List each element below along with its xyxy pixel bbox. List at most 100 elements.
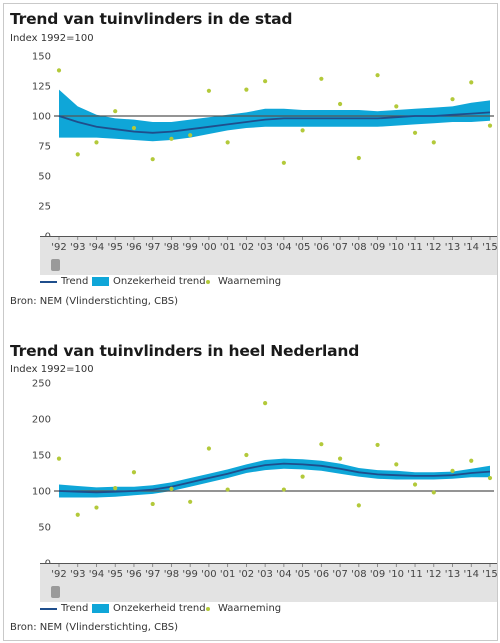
- chart-title: Trend van tuinvlinders in de stad: [10, 10, 293, 28]
- observation-point: [131, 125, 137, 131]
- legend-item-band: Onzekerheid trend: [92, 603, 206, 614]
- observation-point: [188, 133, 193, 138]
- legend-trend-swatch: [40, 607, 57, 610]
- chart-national: 050100150200250'92'93'94'95'96'97'98'99'…: [32, 379, 497, 602]
- observation-point: [225, 140, 230, 145]
- x-tick-label: '03: [257, 242, 272, 253]
- observation-point: [206, 88, 212, 93]
- x-tick-label: '14: [464, 569, 479, 580]
- chart-panel-city: Trend van tuinvlinders in de stad Index …: [4, 4, 497, 322]
- chart-subtitle: Index 1992=100: [10, 364, 94, 375]
- observation-point: [244, 87, 249, 92]
- observation-point: [131, 470, 137, 475]
- x-tick-label: '08: [351, 569, 366, 580]
- x-tick-label: '15: [482, 242, 497, 253]
- x-tick-label: '97: [145, 569, 160, 580]
- observation-point: [412, 482, 418, 487]
- observation-point: [281, 487, 286, 492]
- y-tick-label: 50: [38, 523, 51, 534]
- observation-point: [94, 140, 99, 145]
- chart-source: Bron: NEM (Vlinderstichting, CBS): [10, 296, 179, 307]
- observation-point: [337, 456, 343, 461]
- x-tick-label: '05: [295, 242, 310, 253]
- observation-point: [375, 73, 380, 78]
- x-tick-label: '04: [276, 569, 291, 580]
- x-tick-label: '02: [239, 569, 254, 580]
- x-tick-label: '99: [182, 569, 197, 580]
- observation-point: [244, 452, 249, 458]
- observation-point: [113, 109, 118, 114]
- x-tick-label: '97: [145, 242, 160, 253]
- observation-point: [431, 140, 436, 145]
- observation-point: [188, 499, 193, 504]
- scroll-handle: [51, 259, 60, 271]
- observation-point: [169, 486, 174, 491]
- legend-band-label: Onzekerheid trend: [113, 603, 206, 614]
- x-tick-label: '98: [164, 242, 179, 253]
- observation-point: [394, 462, 399, 467]
- observation-point: [450, 468, 455, 473]
- y-tick-label: 25: [38, 202, 51, 213]
- x-tick-label: '01: [220, 242, 235, 253]
- observation-point: [75, 512, 80, 517]
- legend-band-swatch: [92, 604, 109, 613]
- x-tick-label: '13: [445, 569, 460, 580]
- x-tick-label: '95: [107, 242, 122, 253]
- x-tick-label: '06: [314, 569, 329, 580]
- x-tick-label: '93: [70, 242, 85, 253]
- observation-point: [94, 505, 99, 510]
- observation-point: [394, 104, 399, 109]
- x-tick-label: '96: [126, 242, 141, 253]
- observation-point: [263, 401, 268, 406]
- legend-item-dot: Waarneming: [204, 603, 281, 614]
- observation-point: [469, 80, 474, 85]
- chart-source: Bron: NEM (Vlinderstichting, CBS): [10, 622, 179, 633]
- chart-subtitle: Index 1992=100: [10, 33, 94, 44]
- figure-frame: Trend van tuinvlinders in de stad Index …: [3, 3, 498, 641]
- observation-point: [356, 155, 361, 161]
- observation-point: [281, 160, 286, 165]
- x-tick-label: '15: [482, 569, 497, 580]
- observation-point: [263, 79, 268, 84]
- observation-point: [469, 458, 474, 463]
- x-tick-label: '10: [389, 242, 404, 253]
- x-tick-label: '04: [276, 242, 291, 253]
- x-tick-label: '06: [314, 242, 329, 253]
- observation-point: [75, 152, 80, 157]
- x-tick-label: '07: [332, 242, 347, 253]
- x-tick-label: '92: [51, 569, 66, 580]
- y-tick-label: 50: [38, 172, 51, 183]
- x-tick-label: '94: [89, 242, 104, 253]
- observation-point: [356, 503, 361, 508]
- observation-point: [206, 446, 212, 451]
- x-tick-label: '12: [426, 242, 441, 253]
- y-tick-label: 75: [38, 142, 51, 153]
- y-tick-label: 250: [32, 379, 51, 390]
- chart-city: 0255075100125150'92'93'94'95'96'97'98'99…: [32, 52, 497, 275]
- legend-item-trend: Trend: [40, 603, 88, 614]
- observation-point: [487, 123, 493, 128]
- x-tick-label: '00: [201, 569, 216, 580]
- legend-item-band: Onzekerheid trend: [92, 276, 206, 287]
- observation-point: [150, 157, 155, 162]
- x-tick-label: '92: [51, 242, 66, 253]
- x-tick-label: '12: [426, 569, 441, 580]
- x-axis-strip: [40, 564, 497, 602]
- observation-point: [450, 97, 455, 102]
- observation-point: [319, 442, 324, 447]
- observation-point: [337, 101, 343, 107]
- chart-title: Trend van tuinvlinders in heel Nederland: [10, 342, 360, 360]
- legend-trend-swatch: [40, 280, 57, 283]
- observation-point: [375, 442, 380, 448]
- x-axis-strip: [40, 237, 497, 275]
- legend-dot-label: Waarneming: [218, 276, 282, 287]
- x-tick-label: '13: [445, 242, 460, 253]
- observation-point: [431, 490, 436, 495]
- observation-point: [300, 474, 305, 479]
- observation-point: [412, 130, 418, 135]
- x-tick-label: '11: [407, 569, 422, 580]
- x-tick-label: '00: [201, 242, 216, 253]
- trend-line: [58, 111, 491, 134]
- x-tick-label: '08: [351, 242, 366, 253]
- x-tick-label: '09: [370, 569, 385, 580]
